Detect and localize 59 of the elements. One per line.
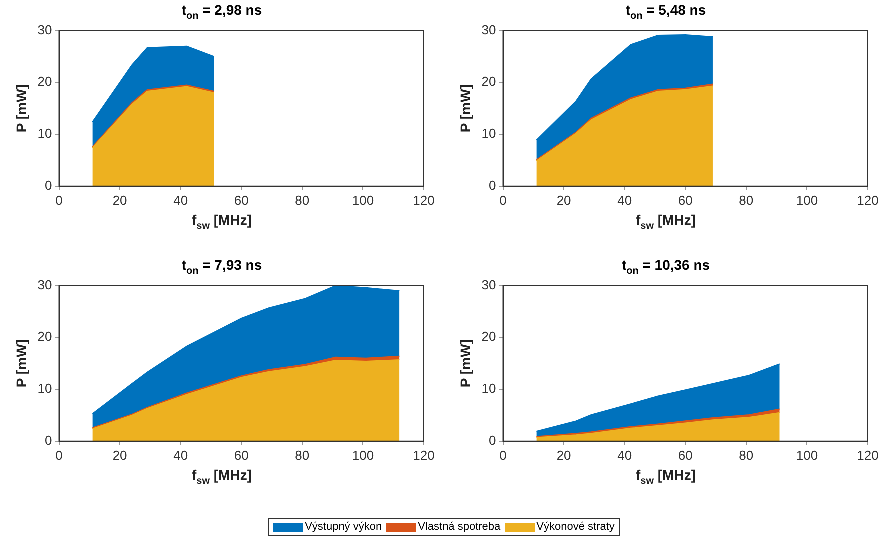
y-tick-label: 30	[482, 22, 496, 38]
y-tick-label: 0	[45, 178, 52, 193]
legend-label: Výkonové straty	[536, 521, 615, 533]
chart-title: t$_{on}$ = 5,48 ns	[626, 2, 706, 22]
y-tick-label: 0	[45, 432, 52, 448]
x-tick-label: 60	[234, 192, 249, 208]
x-tick-label: 100	[796, 192, 818, 208]
x-tick-label: 100	[796, 448, 818, 463]
legend-label: Výstupný výkon	[305, 521, 382, 533]
x-tick-label: 120	[413, 448, 435, 463]
chart-title: t$_{on}$ = 7,93 ns	[182, 257, 262, 277]
y-tick-label: 0	[489, 178, 496, 193]
x-axis-title: f$_{sw}$ [MHz]	[192, 212, 252, 232]
x-tick-label: 20	[112, 192, 128, 208]
x-tick-label: 0	[500, 192, 507, 208]
x-axis-title: f$_{sw}$ [MHz]	[192, 467, 252, 487]
x-tick-label: 80	[739, 192, 754, 208]
x-tick-label: 40	[618, 448, 632, 463]
y-tick-label: 10	[38, 381, 52, 396]
x-tick-label: 60	[678, 192, 693, 208]
y-tick-label: 20	[482, 329, 496, 344]
x-tick-label: 60	[678, 448, 693, 463]
x-tick-label: 20	[556, 192, 572, 208]
x-tick-label: 120	[857, 192, 879, 208]
x-tick-label: 0	[500, 448, 507, 463]
x-tick-label: 40	[174, 192, 188, 208]
y-axis-title: P [mW]	[13, 340, 30, 388]
x-tick-label: 20	[556, 448, 572, 463]
x-tick-label: 60	[234, 448, 249, 463]
y-tick-label: 30	[482, 277, 496, 292]
x-tick-label: 80	[739, 448, 754, 463]
x-axis-title: f$_{sw}$ [MHz]	[636, 467, 696, 487]
x-tick-label: 100	[352, 192, 374, 208]
x-tick-label: 80	[295, 448, 310, 463]
y-tick-label: 0	[489, 432, 496, 448]
y-tick-label: 10	[482, 381, 496, 396]
chart-title: t$_{on}$ = 10,36 ns	[622, 257, 710, 277]
y-axis-title: P [mW]	[457, 340, 474, 388]
x-axis-title: f$_{sw}$ [MHz]	[636, 212, 696, 232]
x-tick-label: 120	[413, 192, 435, 208]
y-tick-label: 20	[38, 329, 52, 344]
y-tick-label: 20	[38, 74, 52, 90]
y-tick-label: 30	[38, 277, 52, 292]
legend-label: Vlastná spotreba	[418, 521, 501, 533]
x-tick-label: 20	[112, 448, 128, 463]
x-tick-label: 80	[295, 192, 310, 208]
y-axis-title: P [mW]	[457, 84, 474, 133]
x-tick-label: 40	[174, 448, 188, 463]
x-tick-label: 120	[857, 448, 879, 463]
y-tick-label: 10	[482, 126, 496, 142]
y-tick-label: 10	[38, 126, 52, 142]
x-tick-label: 0	[56, 448, 63, 463]
x-tick-label: 40	[618, 192, 632, 208]
chart-title: t$_{on}$ = 2,98 ns	[182, 2, 262, 22]
x-tick-label: 0	[56, 192, 63, 208]
y-tick-label: 20	[482, 74, 496, 90]
y-axis-title: P [mW]	[13, 84, 30, 133]
x-tick-label: 100	[352, 448, 374, 463]
y-tick-label: 30	[38, 22, 52, 38]
